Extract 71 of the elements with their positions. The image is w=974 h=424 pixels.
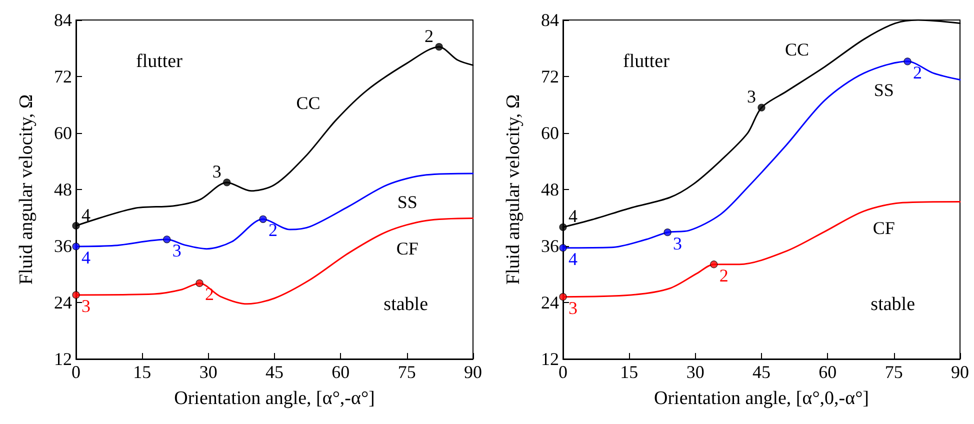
point <box>904 58 912 66</box>
annotation: 3 <box>568 298 578 318</box>
annotation: 3 <box>82 296 90 316</box>
x-tick-label: 15 <box>133 362 152 382</box>
y-tick-label: 48 <box>54 180 72 200</box>
y-tick-label: 60 <box>541 123 559 143</box>
point <box>72 291 80 299</box>
point <box>223 178 231 186</box>
x-tick-label: 45 <box>266 362 284 382</box>
x-tick-label: 90 <box>951 362 969 382</box>
annotation: 3 <box>172 240 182 260</box>
point <box>163 236 171 244</box>
point <box>435 43 443 51</box>
y-tick-label: 72 <box>541 66 559 86</box>
x-tick-label: 0 <box>72 362 80 382</box>
y-axis-title: Fluid angular velocity, Ω <box>16 94 37 285</box>
y-tick-label: 24 <box>541 292 559 312</box>
annotation: 4 <box>82 204 90 225</box>
annotation: 2 <box>719 265 728 286</box>
y-tick-label: 36 <box>54 236 72 256</box>
x-tick-label: 30 <box>199 362 218 382</box>
x-axis-title: Orientation angle, [α°,0,-α°] <box>654 388 870 409</box>
y-tick-label: 48 <box>541 180 559 200</box>
annotation: 3 <box>212 161 222 182</box>
y-tick-label: 60 <box>54 123 72 143</box>
annotation: stable <box>870 294 916 315</box>
x-tick-label: 60 <box>818 362 837 382</box>
point <box>710 260 718 268</box>
x-tick-label: 75 <box>398 362 416 382</box>
annotation: stable <box>384 294 428 315</box>
y-tick-label: 72 <box>54 66 72 86</box>
x-tick-label: 90 <box>464 362 482 382</box>
x-tick-label: 45 <box>752 362 770 382</box>
x-axis-title: Orientation angle, [α°,-α°] <box>174 388 375 409</box>
series-label: CC <box>785 40 810 60</box>
point <box>72 222 80 230</box>
annotation: 2 <box>913 62 922 82</box>
annotation: 2 <box>424 26 434 46</box>
annotation: 4 <box>568 206 578 226</box>
y-tick-label: 36 <box>541 236 559 256</box>
y-tick-label: 12 <box>54 349 72 369</box>
y-tick-label: 84 <box>541 10 559 30</box>
annotation: flutter <box>623 51 670 72</box>
annotation: 2 <box>268 220 278 240</box>
series-label: CF <box>396 238 418 258</box>
point <box>664 228 672 236</box>
y-tick-label: 84 <box>54 10 72 30</box>
annotation: 3 <box>747 86 756 107</box>
point <box>196 279 204 287</box>
point <box>259 215 267 223</box>
point <box>72 242 80 250</box>
series-label: CC <box>296 92 320 113</box>
point <box>559 223 567 231</box>
point <box>758 104 766 112</box>
point <box>559 293 567 301</box>
point <box>559 244 567 252</box>
annotation: 4 <box>82 247 90 268</box>
x-tick-label: 15 <box>620 362 638 382</box>
y-tick-label: 24 <box>54 292 72 312</box>
x-tick-label: 75 <box>884 362 903 382</box>
y-axis-title: Fluid angular velocity, Ω <box>503 94 524 285</box>
annotation: 4 <box>568 248 578 269</box>
series-label: SS <box>397 192 418 212</box>
x-tick-label: 60 <box>332 362 350 382</box>
annotation: flutter <box>136 51 184 72</box>
y-tick-label: 12 <box>541 349 559 369</box>
series-label: CF <box>872 218 895 238</box>
x-tick-label: 0 <box>558 362 568 382</box>
x-tick-label: 30 <box>686 362 704 382</box>
annotation: 3 <box>673 233 682 254</box>
series-label: SS <box>874 80 894 100</box>
